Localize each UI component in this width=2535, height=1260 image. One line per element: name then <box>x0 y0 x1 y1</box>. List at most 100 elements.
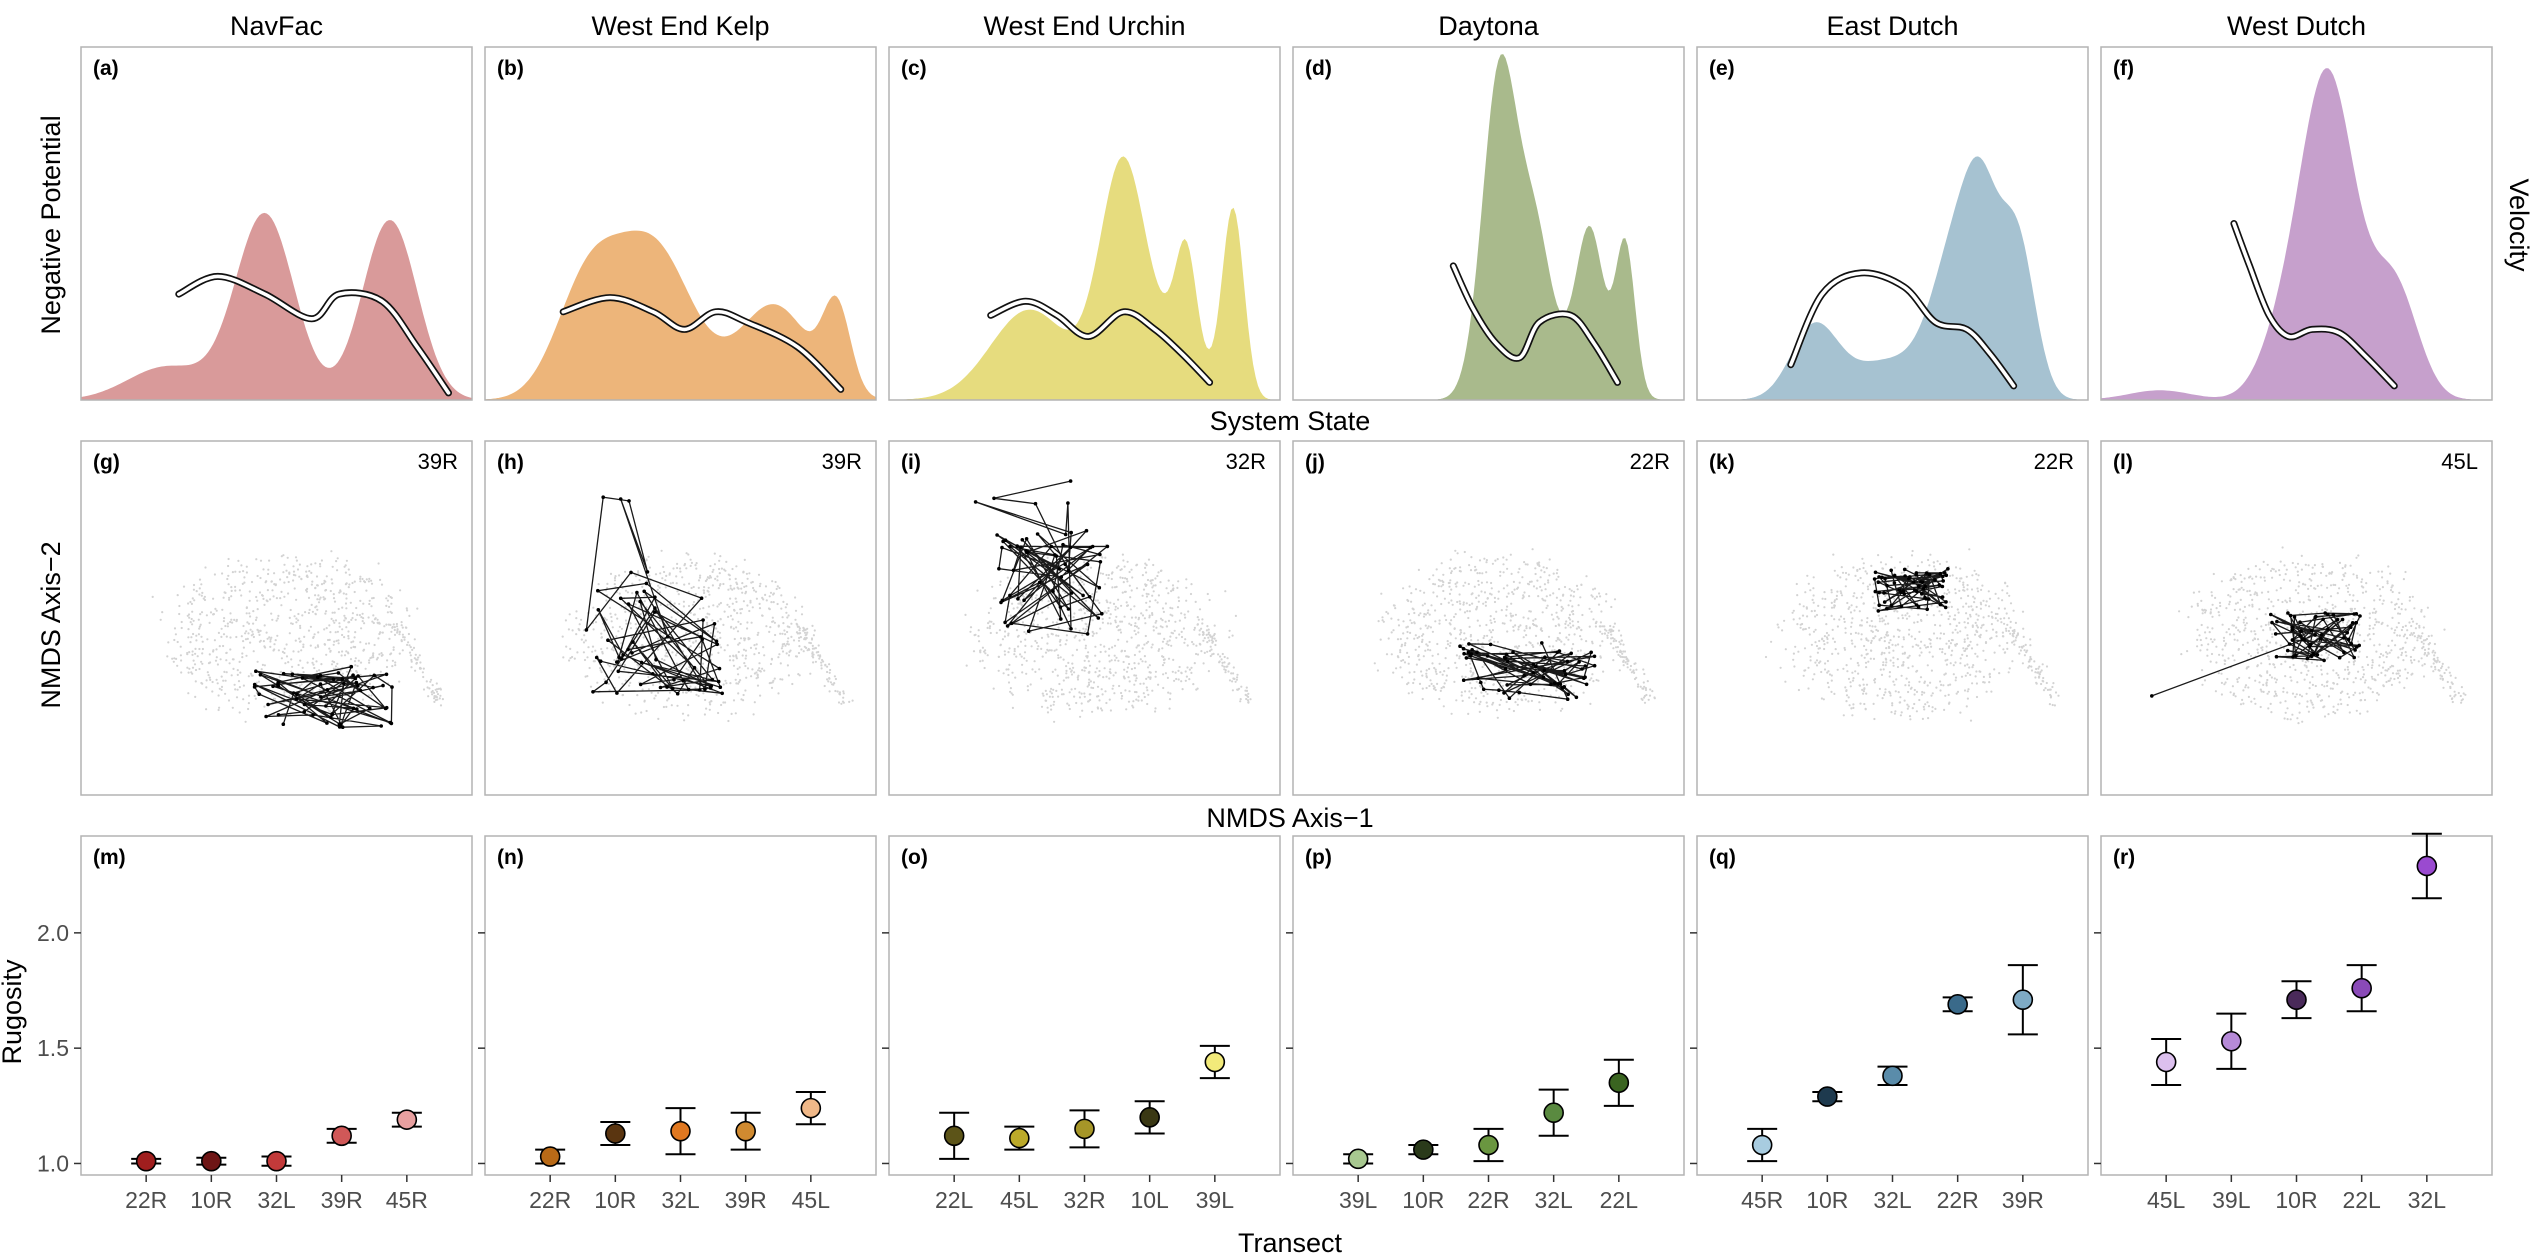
potential-panel-2: West End Kelp (b) <box>484 11 877 401</box>
transect-label: 22R <box>1630 449 1670 474</box>
site-title: West Dutch <box>2227 11 2366 41</box>
right-strip-label-velocity: Velocity <box>2504 178 2534 272</box>
x-tick-label: 39R <box>725 1187 767 1213</box>
x-tick-label: 39R <box>321 1187 363 1213</box>
rugosity-point <box>2155 1051 2177 1073</box>
panel-border <box>2100 46 2493 401</box>
velocity-curve <box>988 299 1212 385</box>
x-tick-label: 22R <box>1467 1187 1509 1213</box>
potential-panel-4: Daytona (d) <box>1292 11 1685 401</box>
x-tick-label: 22R <box>529 1187 571 1213</box>
x-tick-label: 10L <box>1130 1187 1169 1213</box>
y-tick-label: 2.0 <box>37 920 69 946</box>
rugosity-point <box>605 1123 626 1144</box>
panel-border <box>1292 835 1685 1176</box>
panel-border <box>484 46 877 401</box>
rugosity-point <box>1478 1134 1499 1156</box>
x-tick-label: 32L <box>257 1187 296 1213</box>
x-tick-label: 45L <box>2147 1187 2186 1213</box>
x-tick-label: 10R <box>1806 1187 1848 1213</box>
velocity-curve <box>2232 221 2397 388</box>
panel-letter: (r) <box>2113 846 2135 869</box>
rugosity-point <box>1817 1086 1838 1107</box>
rugosity-panel-2: 22R 10R 32L 39R 45L (n) <box>478 835 877 1213</box>
rugosity-point <box>1882 1065 1903 1087</box>
panel-border <box>1292 46 1685 401</box>
density-layer-5 <box>889 156 1280 400</box>
rugosity-point <box>266 1150 287 1172</box>
panel-letter: (o) <box>901 846 928 869</box>
x-tick-label: 22L <box>935 1187 974 1213</box>
rugosity-point <box>943 1125 965 1147</box>
transect-label: 39R <box>418 449 458 474</box>
panel-letter: (k) <box>1709 451 1735 474</box>
rugosity-point <box>396 1109 418 1130</box>
x-tick-label: 32L <box>661 1187 700 1213</box>
panel-border <box>80 440 473 796</box>
x-axis-label-transect: Transect <box>1238 1228 1343 1258</box>
panel-border <box>484 440 877 796</box>
x-tick-label: 32L <box>1534 1187 1573 1213</box>
panel-border <box>888 46 1281 401</box>
density-layer-5 <box>1697 156 2088 400</box>
rugosity-panel-5: 45R 10R 32L 22R 39R (q) <box>1690 835 2089 1213</box>
state-trajectory <box>1458 641 1597 701</box>
velocity-curve <box>561 295 843 392</box>
site-title: West End Urchin <box>983 11 1185 41</box>
ordination-cloud <box>1764 548 2060 722</box>
panel-border <box>2100 440 2493 796</box>
x-tick-label: 10R <box>2275 1187 2317 1213</box>
x-tick-label: 45R <box>386 1187 428 1213</box>
x-tick-label: 39L <box>1339 1187 1378 1213</box>
rugosity-point <box>800 1097 822 1119</box>
ordination-cloud <box>2178 546 2467 725</box>
panel-letter: (p) <box>1305 846 1332 869</box>
ordination-panel-3: (i) 32R <box>888 440 1281 796</box>
rugosity-point <box>331 1125 352 1147</box>
panel-letter: (d) <box>1305 57 1332 80</box>
panel-border <box>1696 440 2089 796</box>
ordination-panel-4: (j) 22R <box>1292 440 1685 796</box>
transect-label: 39R <box>822 449 862 474</box>
panel-border <box>1696 46 2089 401</box>
x-tick-label: 45R <box>1741 1187 1783 1213</box>
rugosity-point <box>135 1150 157 1172</box>
x-tick-label: 10R <box>594 1187 636 1213</box>
rugosity-point <box>2012 989 2034 1011</box>
density-layer-5 <box>485 230 876 400</box>
potential-panel-3: West End Urchin (c) <box>888 11 1281 401</box>
x-tick-label: 45L <box>792 1187 831 1213</box>
rugosity-point <box>1751 1134 1773 1156</box>
rugosity-point <box>1009 1127 1030 1149</box>
state-trajectory <box>973 479 1110 636</box>
rugosity-point <box>2416 855 2438 877</box>
ordination-cloud <box>561 549 854 723</box>
x-tick-label: 22R <box>1937 1187 1979 1213</box>
panel-border <box>888 440 1281 796</box>
potential-panel-5: East Dutch (e) <box>1696 11 2089 401</box>
panel-letter: (a) <box>93 57 119 80</box>
state-trajectory <box>2150 611 2362 698</box>
rugosity-point <box>2221 1030 2242 1052</box>
ordination-row: (g) 39R (h) 39R (i) 32R (j) 22R (k) 22R (l) 45L <box>80 440 2493 796</box>
ordination-panel-6: (l) 45L <box>2100 440 2493 796</box>
panel-letter: (g) <box>93 451 120 474</box>
y-tick-label: 1.0 <box>37 1150 69 1176</box>
velocity-curve <box>1451 264 1620 385</box>
panel-letter: (q) <box>1709 846 1736 869</box>
y-axis-label-negative-potential: Negative Potential <box>36 115 66 334</box>
rugosity-point <box>1139 1107 1160 1128</box>
rugosity-point <box>2351 977 2372 999</box>
x-tick-label: 32L <box>1873 1187 1912 1213</box>
potential-panel-1: NavFac (a) <box>80 11 473 401</box>
y-tick-label: 1.5 <box>37 1035 69 1061</box>
x-tick-label: 32R <box>1063 1187 1105 1213</box>
ordination-panel-5: (k) 22R <box>1696 440 2089 796</box>
x-tick-label: 39L <box>1196 1187 1235 1213</box>
velocity-curve <box>177 274 451 395</box>
panel-letter: (n) <box>497 846 524 869</box>
rugosity-point <box>2286 989 2307 1011</box>
y-axis-label-rugosity: Rugosity <box>0 959 27 1065</box>
x-tick-label: 22L <box>2342 1187 2381 1213</box>
